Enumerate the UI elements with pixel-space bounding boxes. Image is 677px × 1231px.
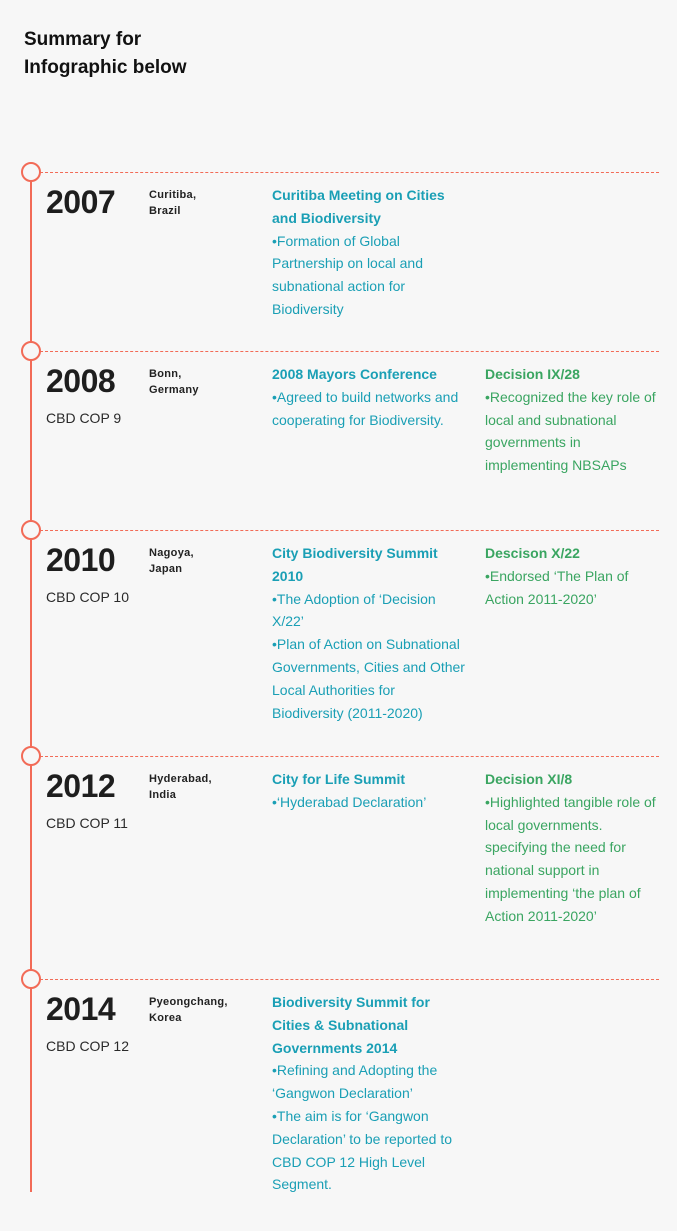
event-bullet: •The Adoption of ‘Decision X/22’ [272,590,436,630]
entry-location: Bonn, Germany [149,368,199,396]
page-title: Summary for Infographic below [24,26,187,82]
timeline-node-icon [21,746,41,766]
event-bullet: •Agreed to build networks and cooperatin… [272,388,459,428]
entry-location: Pyeongchang, Korea [149,996,228,1024]
decision-column: Decision XI/8 •Highlighted tangible role… [485,768,665,928]
event-column: Biodiversity Summit for Cities & Subnati… [272,991,468,1196]
entry-year: 2012 [46,768,116,804]
event-heading: Curitiba Meeting on Cities and Biodivers… [272,187,445,226]
entry-location: Nagoya, Japan [149,547,194,575]
timeline-node-icon [21,969,41,989]
title-line-1: Summary for [24,29,142,50]
title-line-2: Infographic below [24,57,187,78]
entry-location: Curitiba, Brazil [149,189,197,217]
entry-divider [40,756,659,757]
event-bullet: •Plan of Action on Subnational Governmen… [272,636,465,721]
decision-column: Decision IX/28 •Recognized the key role … [485,363,665,477]
timeline-node-icon [21,162,41,182]
event-heading: 2008 Mayors Conference [272,366,437,382]
entry-year: 2007 [46,184,116,220]
decision-column: Descison X/22 •Endorsed ‘The Plan of Act… [485,542,665,610]
entry-cop: CBD COP 12 [46,1038,129,1054]
event-bullet: •‘Hyderabad Declaration’ [272,793,427,810]
timeline-axis [30,180,32,1192]
entry-divider [40,351,659,352]
event-heading: City for Life Summit [272,771,406,787]
event-bullet: •The aim is for ‘Gangwon Declaration’ to… [272,1107,453,1193]
decision-bullet: •Recognized the key role of local and su… [485,388,656,474]
decision-bullet: •Endorsed ‘The Plan of Action 2011-2020’ [485,567,629,607]
entry-location: Hyderabad, India [149,773,212,801]
event-column: City Biodiversity Summit 2010 •The Adopt… [272,542,468,724]
timeline-node-icon [21,341,41,361]
entry-cop: CBD COP 9 [46,410,122,426]
timeline-node-icon [21,520,41,540]
entry-year: 2010 [46,542,116,578]
event-column: City for Life Summit •‘Hyderabad Declara… [272,768,468,814]
event-column: 2008 Mayors Conference •Agreed to build … [272,363,468,431]
entry-year: 2014 [46,991,116,1027]
entry-divider [40,979,659,980]
decision-bullet: •Highlighted tangible role of local gove… [485,793,656,924]
decision-heading: Decision IX/28 [485,366,580,382]
event-heading: City Biodiversity Summit 2010 [272,545,438,584]
entry-divider [40,172,659,173]
entry-cop: CBD COP 11 [46,815,128,831]
event-heading: Biodiversity Summit for Cities & Subnati… [272,994,430,1056]
entry-cop: CBD COP 10 [46,589,129,605]
event-column: Curitiba Meeting on Cities and Biodivers… [272,184,468,321]
decision-heading: Decision XI/8 [485,771,573,787]
decision-heading: Descison X/22 [485,545,580,561]
event-bullet: •Refining and Adopting the ‘Gangwon Decl… [272,1062,438,1102]
event-bullet: •Formation of Global Partnership on loca… [272,232,423,317]
entry-year: 2008 [46,363,116,399]
entry-divider [40,530,659,531]
